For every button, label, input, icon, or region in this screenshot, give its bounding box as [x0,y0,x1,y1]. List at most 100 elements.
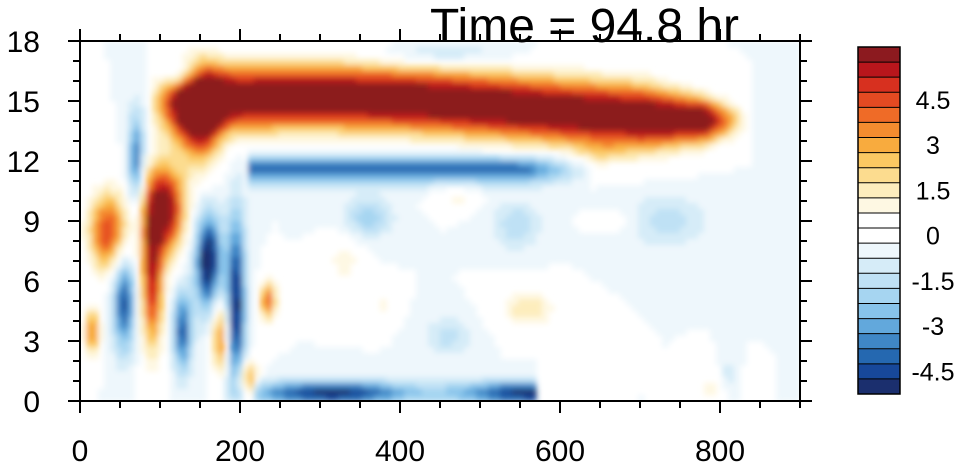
heatmap-cell [788,65,795,72]
heatmap-cell [302,179,309,186]
heatmap-cell [434,167,441,174]
heatmap-cell [146,173,153,180]
heatmap-cell [260,173,267,180]
heatmap-cell [524,167,531,174]
heatmap-cell [512,77,519,84]
heatmap-cell [470,251,477,258]
heatmap-cell [350,185,357,192]
heatmap-cell [650,113,657,120]
heatmap-cell [710,305,717,312]
heatmap-cell [314,191,321,198]
heatmap-cell [554,95,561,102]
heatmap-cell [752,77,759,84]
heatmap-cell [122,263,129,270]
heatmap-cell [314,167,321,174]
heatmap-cell [506,113,513,120]
heatmap-cell [248,245,255,252]
heatmap-cell [110,323,117,330]
heatmap-cell [488,227,495,234]
heatmap-cell [248,305,255,312]
heatmap-cell [134,53,141,60]
heatmap-cell [782,311,789,318]
heatmap-cell [488,173,495,180]
heatmap-cell [776,293,783,300]
heatmap-cell [158,101,165,108]
heatmap-cell [188,299,195,306]
heatmap-cell [170,203,177,210]
heatmap-cell [470,233,477,240]
heatmap-cell [536,197,543,204]
heatmap-cell [392,227,399,234]
heatmap-cell [428,311,435,318]
heatmap-cell [794,77,800,84]
heatmap-cell [614,125,621,132]
heatmap-cell [482,119,489,126]
heatmap-cell [434,269,441,276]
heatmap-cell [332,185,339,192]
heatmap-cell [788,305,795,312]
heatmap-cell [662,239,669,246]
heatmap-cell [164,221,171,228]
heatmap-cell [494,221,501,228]
heatmap-cell [170,233,177,240]
heatmap-cell [680,101,687,108]
heatmap-cell [146,293,153,300]
heatmap-cell [254,185,261,192]
heatmap-cell [674,125,681,132]
heatmap-cell [290,179,297,186]
heatmap-cell [512,215,519,222]
heatmap-cell [482,365,489,372]
heatmap-cell [536,227,543,234]
heatmap-cell [452,377,459,384]
heatmap-cell [398,125,405,132]
heatmap-cell [728,287,735,294]
heatmap-cell [188,107,195,114]
heatmap-cell [704,257,711,264]
heatmap-cell [278,71,285,78]
heatmap-cell [128,77,135,84]
heatmap-cell [722,359,729,366]
heatmap-cell [608,155,615,162]
heatmap-cell [524,203,531,210]
heatmap-cell [776,209,783,216]
heatmap-cell [458,53,465,60]
heatmap-cell [362,113,369,120]
heatmap-cell [386,59,393,66]
heatmap-cell [674,275,681,282]
heatmap-cell [788,197,795,204]
heatmap-cell [494,245,501,252]
heatmap-cell [770,287,777,294]
heatmap-cell [752,275,759,282]
heatmap-cell [698,191,705,198]
heatmap-cell [596,239,603,246]
heatmap-cell [692,89,699,96]
heatmap-cell [308,347,315,354]
heatmap-cell [98,323,105,330]
heatmap-cell [590,233,597,240]
heatmap-cell [566,77,573,84]
heatmap-cell [386,125,393,132]
heatmap-cell [482,221,489,228]
heatmap-cell [212,251,219,258]
heatmap-cell [308,341,315,348]
heatmap-cell [794,353,800,360]
heatmap-cell [242,161,249,168]
heatmap-cell [398,119,405,126]
heatmap-cell [254,77,261,84]
heatmap-cell [638,299,645,306]
heatmap-cell [620,143,627,150]
heatmap-cell [746,329,753,336]
heatmap-cell [140,197,147,204]
heatmap-cell [140,335,147,342]
heatmap-cell [206,83,213,90]
heatmap-cell [176,95,183,102]
heatmap-cell [296,155,303,162]
heatmap-cell [452,47,459,54]
heatmap-cell [284,59,291,66]
heatmap-cell [476,359,483,366]
heatmap-cell [248,203,255,210]
heatmap-cell [674,107,681,114]
heatmap-cell [356,179,363,186]
heatmap-cell [380,353,387,360]
heatmap-cell [512,131,519,138]
